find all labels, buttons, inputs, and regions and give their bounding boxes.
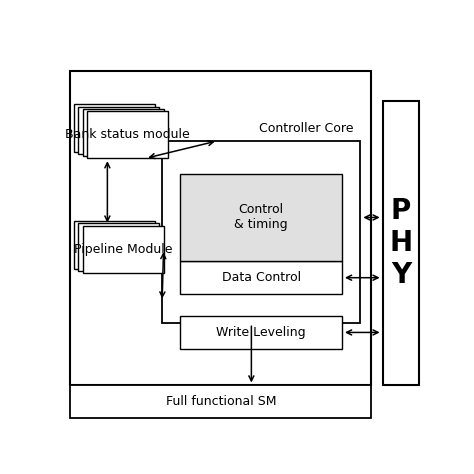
Bar <box>78 107 159 154</box>
Bar <box>83 109 164 156</box>
Text: Full functional SM: Full functional SM <box>165 395 276 408</box>
Bar <box>181 173 342 261</box>
Bar <box>87 111 168 158</box>
Bar <box>74 221 155 269</box>
Bar <box>70 72 372 385</box>
Text: Bank status module: Bank status module <box>65 128 190 141</box>
Text: Data Control: Data Control <box>222 271 301 284</box>
Bar <box>70 385 372 418</box>
Text: Pipeline Module: Pipeline Module <box>74 243 173 256</box>
Bar <box>74 104 155 152</box>
Bar <box>181 316 342 349</box>
Bar <box>83 226 164 273</box>
Bar <box>78 223 159 271</box>
Text: Control
& timing: Control & timing <box>235 203 288 231</box>
Bar <box>383 100 419 385</box>
Bar <box>162 141 360 323</box>
Text: Write Leveling: Write Leveling <box>217 326 306 339</box>
Text: Controller Core: Controller Core <box>259 122 353 136</box>
Bar <box>181 261 342 294</box>
Text: P
H
Y: P H Y <box>389 197 412 290</box>
